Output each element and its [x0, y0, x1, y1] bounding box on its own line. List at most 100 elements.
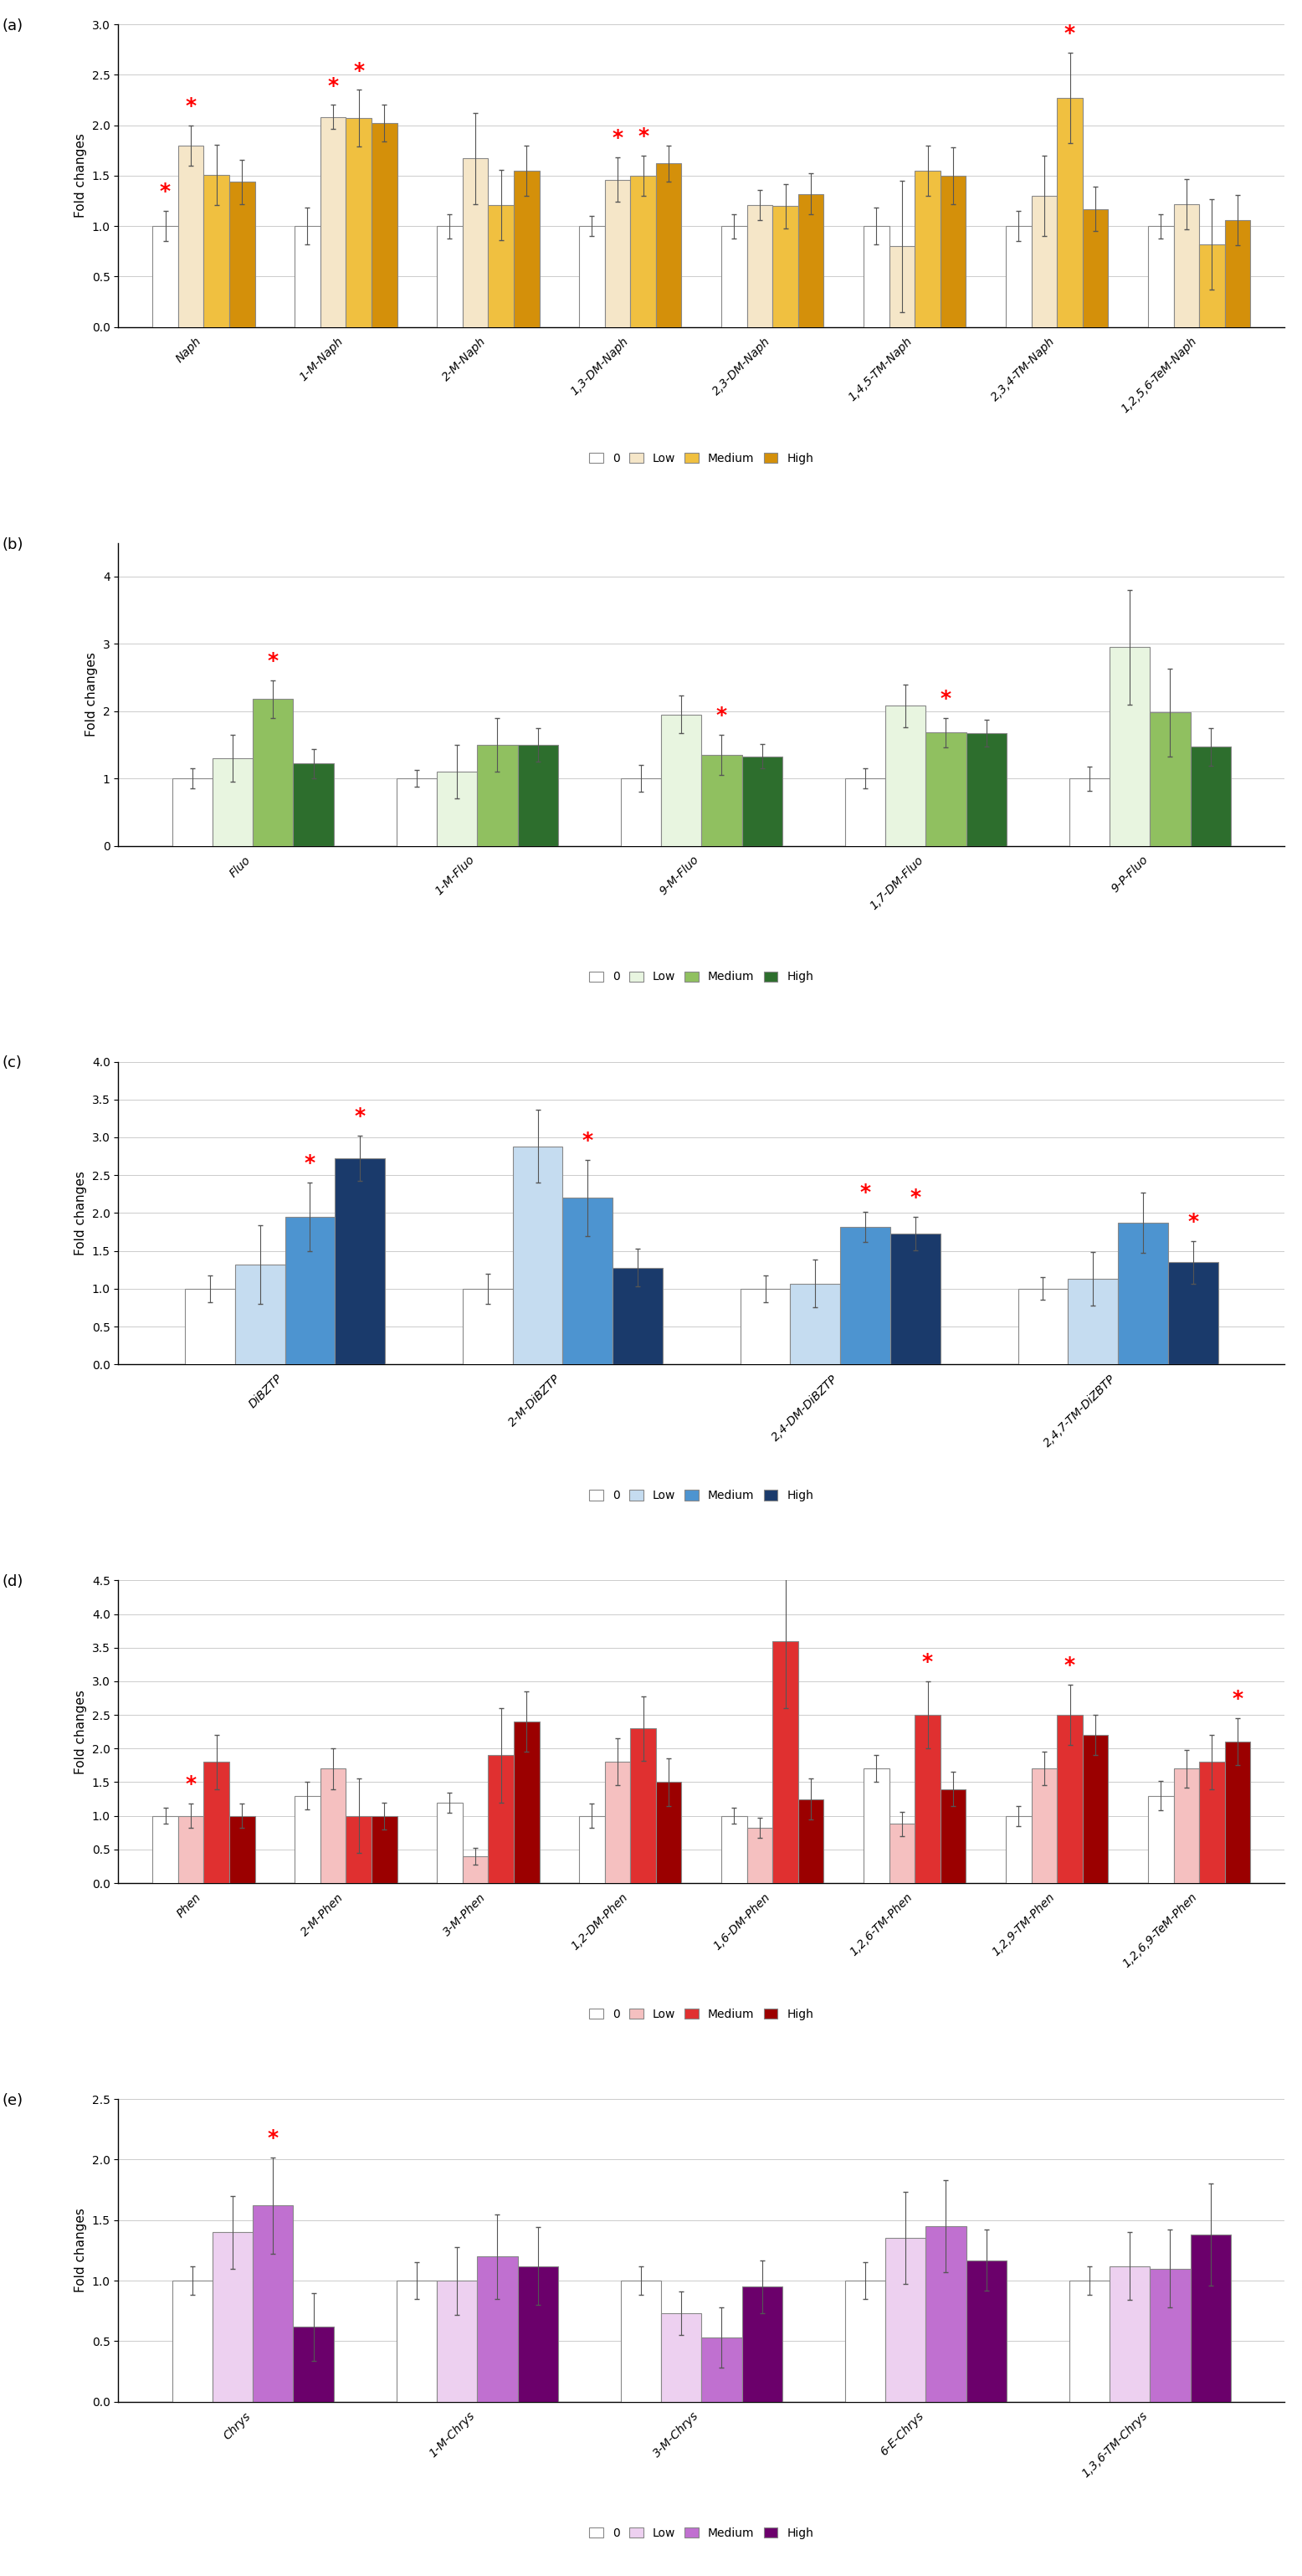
Bar — [1225, 1741, 1250, 1883]
Bar — [462, 160, 488, 327]
Bar — [1190, 2233, 1230, 2401]
Bar — [152, 227, 178, 327]
Text: *: * — [859, 1182, 871, 1203]
Text: *: * — [1064, 23, 1075, 44]
Text: *: * — [268, 2128, 279, 2148]
Text: *: * — [354, 1108, 366, 1126]
Legend: 0, Low, Medium, High: 0, Low, Medium, High — [585, 448, 818, 469]
Bar — [562, 1198, 613, 1365]
Bar — [656, 1783, 681, 1883]
Bar — [229, 1816, 255, 1883]
Bar — [185, 1288, 234, 1365]
Bar — [293, 2326, 333, 2401]
Text: (c): (c) — [1, 1056, 22, 1072]
Bar — [1031, 196, 1057, 327]
Bar — [966, 2259, 1006, 2401]
Bar — [371, 124, 397, 327]
Bar — [1068, 1278, 1118, 1365]
Bar — [488, 206, 514, 327]
Text: *: * — [305, 1154, 315, 1175]
Bar — [513, 1146, 562, 1365]
Bar — [889, 1824, 915, 1883]
Bar — [721, 227, 747, 327]
Bar — [229, 183, 255, 327]
Bar — [1150, 714, 1190, 845]
Bar — [436, 2280, 477, 2401]
Bar — [621, 778, 661, 845]
Bar — [178, 1816, 203, 1883]
Bar — [1082, 1736, 1108, 1883]
Bar — [702, 2336, 742, 2401]
Text: *: * — [185, 1775, 197, 1795]
Bar — [798, 193, 824, 327]
Bar — [1173, 204, 1199, 327]
Bar — [1069, 778, 1109, 845]
Text: *: * — [328, 75, 339, 95]
Bar — [234, 1265, 285, 1365]
Bar — [253, 2205, 293, 2401]
Text: *: * — [716, 706, 727, 726]
Bar — [1173, 1770, 1199, 1883]
Bar — [462, 1288, 513, 1365]
Bar — [621, 2280, 661, 2401]
Bar — [1031, 1770, 1057, 1883]
Bar — [1199, 1762, 1225, 1883]
Bar — [845, 778, 885, 845]
Text: *: * — [185, 95, 197, 116]
Bar — [840, 1226, 891, 1365]
Bar — [579, 1816, 604, 1883]
Text: (b): (b) — [1, 536, 23, 551]
Bar — [152, 1816, 178, 1883]
Bar — [436, 773, 477, 845]
Bar — [702, 755, 742, 845]
Bar — [1057, 1716, 1082, 1883]
Legend: 0, Low, Medium, High: 0, Low, Medium, High — [585, 2004, 818, 2025]
Bar — [462, 1857, 488, 1883]
Bar — [1057, 98, 1082, 327]
Text: *: * — [910, 1188, 921, 1208]
Bar — [396, 778, 436, 845]
Bar — [178, 144, 203, 327]
Text: *: * — [268, 652, 279, 672]
Bar — [294, 227, 320, 327]
Bar — [742, 2287, 783, 2401]
Bar — [1082, 209, 1108, 327]
Legend: 0, Low, Medium, High: 0, Low, Medium, High — [585, 1486, 818, 1507]
Bar — [1150, 2269, 1190, 2401]
Bar — [346, 118, 371, 327]
Bar — [915, 170, 940, 327]
Bar — [742, 757, 783, 845]
Bar — [437, 1803, 462, 1883]
Bar — [1109, 2267, 1150, 2401]
Bar — [656, 162, 681, 327]
Bar — [1069, 2280, 1109, 2401]
Bar — [1006, 1816, 1031, 1883]
Bar — [1006, 227, 1031, 327]
Bar — [212, 2233, 253, 2401]
Bar — [293, 762, 333, 845]
Bar — [1225, 219, 1250, 327]
Bar — [747, 206, 772, 327]
Y-axis label: Fold changes: Fold changes — [74, 2208, 87, 2293]
Bar — [320, 116, 346, 327]
Text: *: * — [922, 1651, 934, 1672]
Bar — [790, 1283, 840, 1365]
Text: (e): (e) — [1, 2092, 22, 2107]
Bar — [437, 227, 462, 327]
Bar — [772, 206, 798, 327]
Bar — [630, 175, 656, 327]
Bar — [285, 1216, 335, 1365]
Bar — [661, 714, 702, 845]
Legend: 0, Low, Medium, High: 0, Low, Medium, High — [585, 2522, 818, 2543]
Text: *: * — [1232, 1690, 1243, 1710]
Bar — [371, 1816, 397, 1883]
Bar — [335, 1159, 385, 1365]
Bar — [1199, 245, 1225, 327]
Bar — [772, 1641, 798, 1883]
Bar — [346, 1816, 371, 1883]
Bar — [940, 1788, 966, 1883]
Bar — [203, 1762, 229, 1883]
Y-axis label: Fold changes: Fold changes — [74, 1172, 87, 1255]
Y-axis label: Fold changes: Fold changes — [74, 134, 87, 219]
Bar — [661, 2313, 702, 2401]
